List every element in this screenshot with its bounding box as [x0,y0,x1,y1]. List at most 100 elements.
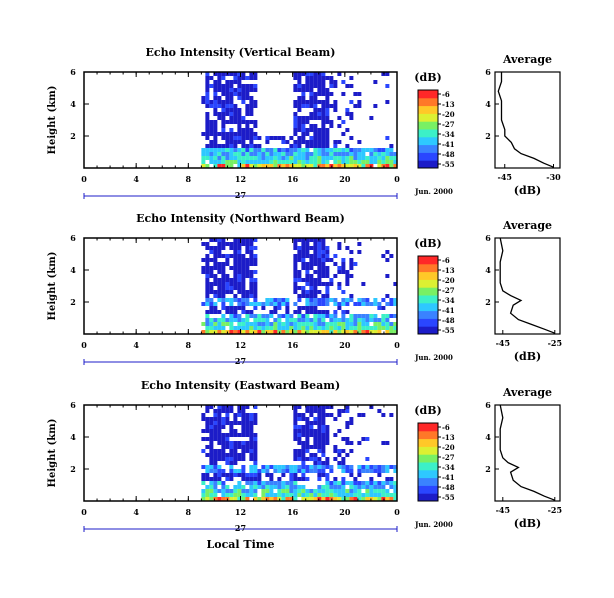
heatmap-cell [201,497,206,501]
heatmap-cell [261,485,266,489]
heatmap-cell [313,254,318,258]
heatmap-cell [333,493,338,497]
heatmap-cell [329,485,334,489]
heatmap-cell [205,148,210,152]
heatmap-cell [221,453,226,457]
heatmap-cell [301,461,306,465]
heatmap-cell [313,326,318,330]
heatmap-cell [221,254,226,258]
heatmap-cell [241,148,246,152]
heatmap-cell [301,493,306,497]
heatmap-cell [313,270,318,274]
colorbar-tick-label: -6 [442,90,450,99]
heatmap-cell [333,417,338,421]
heatmap-cell [333,326,338,330]
heatmap-cell [293,489,298,493]
heatmap-cell [209,441,214,445]
heatmap-cell [349,136,354,140]
heatmap-cell [249,278,254,282]
heatmap-cell [253,437,258,441]
heatmap-cell [237,84,242,88]
colorbar-segment [418,279,438,288]
heatmap-cell [253,152,258,156]
heatmap-cell [333,485,338,489]
avg-y-tick-label: 2 [485,297,491,307]
heatmap-cell [309,306,314,310]
heatmap-cell [245,314,250,318]
heatmap-cell [285,318,290,322]
heatmap-cell [221,116,226,120]
heatmap-cell [313,246,318,250]
heatmap-cell [305,80,310,84]
heatmap-cell [345,493,350,497]
heatmap-cell [317,128,322,132]
heatmap-cell [285,160,290,164]
heatmap-cell [357,469,362,473]
heatmap-cell [325,258,330,262]
heatmap-cell [261,481,266,485]
heatmap-cell [313,405,318,409]
heatmap-cell [301,330,306,334]
heatmap-cell [313,258,318,262]
heatmap-cell [297,278,302,282]
heatmap-cell [253,417,258,421]
heatmap-cell [381,306,386,310]
panel-2: Echo Intensity (Eastward Beam)0 4 8 12 16 20 0… [47,379,562,533]
heatmap-cell [253,104,258,108]
heatmap-cell [301,100,306,104]
heatmap-cell [237,92,242,96]
heatmap-cell [285,330,290,334]
heatmap-cell [253,136,258,140]
heatmap-cell [245,421,250,425]
heatmap-cell [317,72,322,76]
heatmap-cell [373,469,378,473]
heatmap-cell [389,477,394,481]
heatmap-cell [225,461,230,465]
heatmap-cell [357,485,362,489]
heatmap-cell [229,405,234,409]
heatmap-cell [325,326,330,330]
heatmap-cell [241,469,246,473]
heatmap-cell [217,238,222,242]
heatmap-cell [221,425,226,429]
heatmap-cell [233,318,238,322]
heatmap-cell [245,270,250,274]
heatmap-cell [325,104,330,108]
heatmap-cell [237,270,242,274]
heatmap-cell [325,481,330,485]
heatmap-cell [309,457,314,461]
heatmap-cell [293,290,298,294]
heatmap-cell [289,469,294,473]
heatmap-cell [309,84,314,88]
heatmap-cell [345,326,350,330]
heatmap-cell [325,96,330,100]
heatmap-cell [225,282,230,286]
heatmap-cell [277,485,282,489]
heatmap-cell [245,266,250,270]
heatmap-cell [229,449,234,453]
heatmap-cell [269,477,274,481]
heatmap-cell [305,282,310,286]
heatmap-cell [277,302,282,306]
heatmap-cell [253,473,258,477]
heatmap-cell [305,425,310,429]
heatmap-cell [233,76,238,80]
heatmap-cell [253,330,258,334]
colorbar-tick-label: -20 [442,276,455,285]
heatmap-cell [253,453,258,457]
heatmap-cell [241,128,246,132]
heatmap-cell [213,80,218,84]
heatmap-cell [273,493,278,497]
heatmap-cell [341,314,346,318]
heatmap-cell [245,246,250,250]
heatmap-cell [389,326,394,330]
heatmap-cell [253,278,258,282]
heatmap-cell [393,497,398,501]
heatmap-cell [241,330,246,334]
heatmap-cell [277,477,282,481]
heatmap-cell [269,330,274,334]
heatmap-cell [213,457,218,461]
heatmap-cell [293,473,298,477]
heatmap-cell [337,481,342,485]
heatmap-cell [293,493,298,497]
